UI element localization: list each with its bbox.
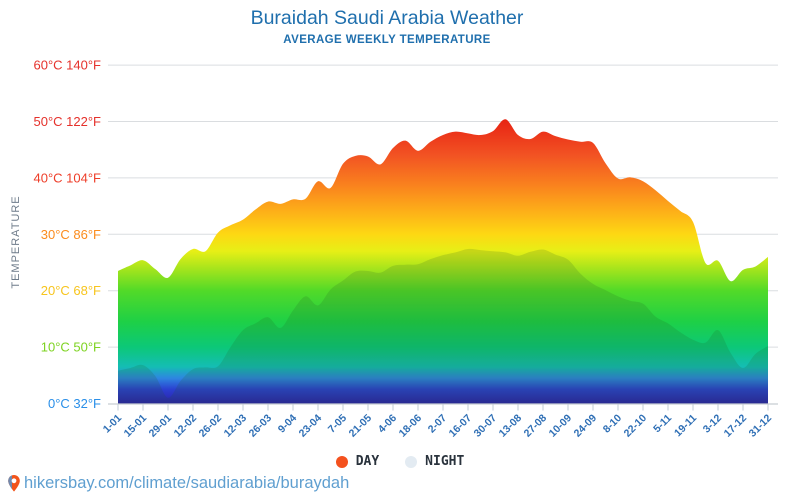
y-tick-label-10: 10°C 50°F bbox=[41, 340, 101, 355]
x-tick-label-4-06: 4-06 bbox=[376, 412, 399, 435]
y-tick-label-60: 60°C 140°F bbox=[34, 58, 102, 73]
x-tick-label-31-12: 31-12 bbox=[747, 412, 775, 440]
x-tick-label-2-07: 2-07 bbox=[426, 412, 449, 435]
footer-link[interactable]: hikersbay.com/climate/saudiarabia/burayd… bbox=[7, 474, 349, 493]
x-tick-label-26-03: 26-03 bbox=[247, 412, 275, 440]
x-tick-label-26-02: 26-02 bbox=[197, 412, 225, 440]
x-tick-label-22-10: 22-10 bbox=[622, 412, 650, 440]
x-tick-label-21-05: 21-05 bbox=[347, 412, 375, 440]
temperature-area-chart: 0°C 32°F 10°C 50°F 20°C 68°F 30°C 86°F 40°C … bbox=[34, 58, 778, 440]
x-tick-label-17-12: 17-12 bbox=[722, 412, 750, 440]
x-tick-label-9-04: 9-04 bbox=[276, 412, 299, 435]
x-tick-label-3-12: 3-12 bbox=[701, 412, 724, 435]
y-tick-label-50: 50°C 122°F bbox=[34, 114, 102, 129]
x-tick-label-29-01: 29-01 bbox=[147, 412, 175, 440]
day-legend-label: DAY bbox=[355, 454, 380, 469]
night-legend-dot-icon bbox=[405, 455, 418, 468]
x-tick-label-1-01: 1-01 bbox=[101, 412, 124, 435]
x-tick-label-16-07: 16-07 bbox=[447, 412, 475, 440]
x-tick-label-8-10: 8-10 bbox=[601, 412, 624, 435]
y-tick-label-0: 0°C 32°F bbox=[48, 396, 101, 411]
chart-subtitle: AVERAGE WEEKLY TEMPERATURE bbox=[283, 34, 491, 46]
night-legend-label: NIGHT bbox=[425, 454, 465, 469]
x-tick-label-15-01: 15-01 bbox=[122, 412, 150, 440]
y-tick-label-30: 30°C 86°F bbox=[41, 227, 101, 242]
y-tick-label-40: 40°C 104°F bbox=[34, 170, 102, 185]
x-tick-label-13-08: 13-08 bbox=[497, 412, 525, 440]
x-tick-label-12-02: 12-02 bbox=[172, 412, 200, 440]
legend-item-day[interactable]: DAY bbox=[335, 454, 380, 469]
x-tick-label-19-11: 19-11 bbox=[672, 412, 699, 439]
y-tick-label-20: 20°C 68°F bbox=[41, 283, 101, 298]
page-title: Buraidah Saudi Arabia Weather bbox=[250, 7, 524, 29]
chart-legend: DAY NIGHT bbox=[0, 454, 800, 469]
x-tick-label-10-09: 10-09 bbox=[547, 412, 575, 440]
legend-item-night[interactable]: NIGHT bbox=[405, 454, 464, 469]
x-tick-label-30-07: 30-07 bbox=[472, 412, 500, 440]
x-tick-label-18-06: 18-06 bbox=[397, 412, 425, 440]
x-tick-label-24-09: 24-09 bbox=[572, 412, 600, 440]
map-pin-icon bbox=[8, 475, 20, 492]
x-tick-label-7-05: 7-05 bbox=[326, 412, 349, 435]
x-tick-label-5-11: 5-11 bbox=[651, 412, 674, 435]
x-tick-label-27-08: 27-08 bbox=[522, 412, 550, 440]
x-tick-label-12-03: 12-03 bbox=[222, 412, 250, 440]
x-tick-label-23-04: 23-04 bbox=[297, 412, 325, 440]
day-legend-dot-icon bbox=[335, 455, 348, 468]
footer-url-text: hikersbay.com/climate/saudiarabia/burayd… bbox=[24, 474, 350, 492]
y-axis-title: TEMPERATURE bbox=[10, 195, 22, 289]
night-temperature-overlay bbox=[118, 248, 768, 404]
night-temperature-area bbox=[118, 248, 768, 404]
